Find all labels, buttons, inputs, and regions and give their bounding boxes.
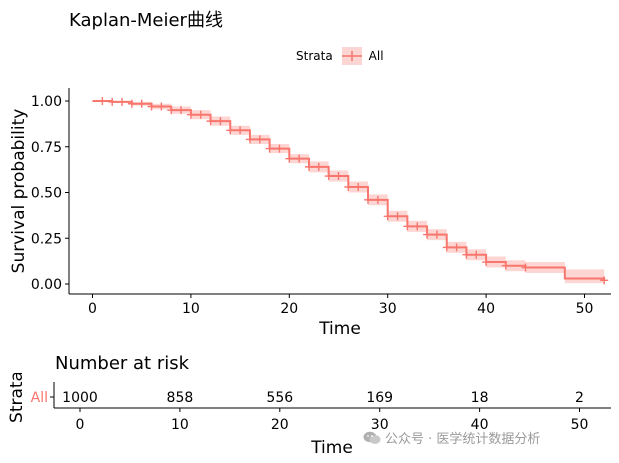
x-tick-label: 30 xyxy=(379,301,397,317)
risk-value: 18 xyxy=(471,390,489,406)
y-tick-label: 0.00 xyxy=(31,277,62,293)
censor-mark xyxy=(521,263,530,272)
x-axis-label: Time xyxy=(318,319,361,335)
censor-mark xyxy=(118,97,127,106)
censor-mark xyxy=(393,212,402,221)
wechat-icon xyxy=(363,431,381,444)
censor-mark xyxy=(275,144,284,153)
censor-mark xyxy=(501,261,510,270)
censor-mark xyxy=(442,243,451,252)
censor-mark xyxy=(196,110,205,119)
y-tick-label: 0.25 xyxy=(31,231,62,247)
censor-mark xyxy=(413,222,422,231)
censor-mark xyxy=(482,258,491,267)
y-tick-label: 0.75 xyxy=(31,140,62,156)
censor-mark xyxy=(304,162,313,171)
y-tick-label: 1.00 xyxy=(31,94,62,110)
y-axis-label: Survival probability xyxy=(9,109,29,274)
watermark: 公众号 · 医学统计数据分析 xyxy=(363,428,540,447)
km-survival-plot: 0.00 0.25 0.50 0.75 1.00 0 10 20 30 40 50 Time Survi… xyxy=(9,88,611,335)
risk-value: 1000 xyxy=(62,390,98,406)
x-tick-label: 40 xyxy=(477,301,495,317)
censor-mark xyxy=(157,102,166,111)
censor-mark xyxy=(108,97,117,106)
censor-mark xyxy=(324,172,333,181)
risk-value: 858 xyxy=(167,390,194,406)
censor-mark xyxy=(344,183,353,192)
risk-x-tick-label: 0 xyxy=(76,417,85,433)
censor-mark xyxy=(354,183,363,192)
censor-mark xyxy=(383,212,392,221)
risk-value: 2 xyxy=(575,390,584,406)
risk-value: 169 xyxy=(366,390,393,406)
censor-mark xyxy=(600,276,609,285)
censor-mark xyxy=(423,230,432,239)
x-tick-label: 20 xyxy=(280,301,298,317)
censor-mark xyxy=(137,99,146,108)
censor-mark xyxy=(147,102,156,111)
legend: Strata All xyxy=(296,46,384,66)
risk-value: 556 xyxy=(266,390,293,406)
x-tick-label: 10 xyxy=(182,301,200,317)
censor-mark xyxy=(206,117,215,126)
censor-mark xyxy=(216,117,225,126)
censor-mark xyxy=(373,195,382,204)
censor-mark xyxy=(245,135,254,144)
censor-mark xyxy=(432,230,441,239)
censor-mark xyxy=(177,106,186,115)
risk-x-tick-label: 40 xyxy=(471,417,489,433)
legend-title: Strata xyxy=(296,49,333,63)
risk-x-axis-label: Time xyxy=(310,438,353,458)
censor-mark xyxy=(472,250,481,259)
censor-mark xyxy=(226,126,235,135)
censor-mark xyxy=(98,97,107,105)
confidence-band xyxy=(92,101,605,284)
watermark-text: 公众号 · 医学统计数据分析 xyxy=(385,432,541,447)
censor-mark xyxy=(364,195,373,204)
risk-row-label: All xyxy=(31,390,48,406)
censor-mark xyxy=(186,110,195,119)
chart-title: Kaplan-Meier曲线 xyxy=(69,10,223,31)
censor-mark xyxy=(236,126,245,135)
censor-mark xyxy=(452,243,461,252)
censor-mark xyxy=(295,154,304,163)
risk-x-tick-label: 10 xyxy=(171,417,189,433)
censor-mark xyxy=(167,106,176,115)
censor-mark xyxy=(314,162,323,171)
censor-mark xyxy=(265,144,274,153)
censor-mark xyxy=(403,222,412,231)
legend-label-all: All xyxy=(368,49,384,63)
censor-mark xyxy=(462,250,471,259)
x-tick-label: 0 xyxy=(88,301,97,317)
legend-key-all xyxy=(341,47,362,65)
y-tick-label: 0.50 xyxy=(31,186,62,202)
risk-x-tick-label: 20 xyxy=(271,417,289,433)
censor-mark xyxy=(255,135,264,144)
risk-x-tick-label: 50 xyxy=(571,417,589,433)
risk-table-title: Number at risk xyxy=(55,353,190,374)
censor-mark xyxy=(285,154,294,163)
x-tick-label: 50 xyxy=(576,301,594,317)
risk-x-tick-label: 30 xyxy=(371,417,389,433)
censor-mark xyxy=(334,172,343,181)
censor-mark xyxy=(127,99,136,108)
risk-y-axis-label: Strata xyxy=(7,373,27,423)
